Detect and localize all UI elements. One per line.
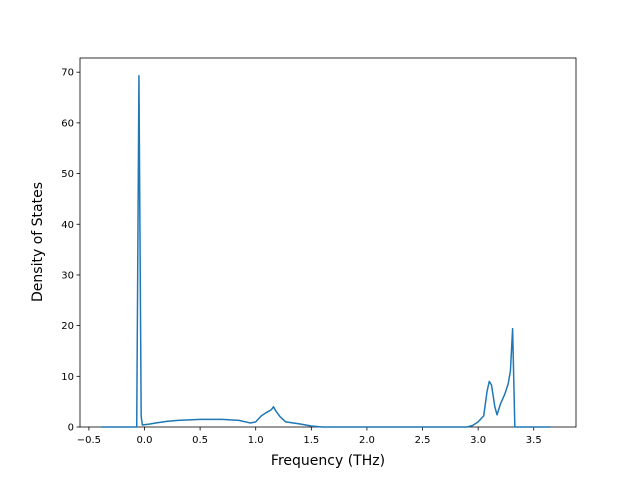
x-tick-label: 0.5 <box>192 435 208 446</box>
x-tick-label: 2.5 <box>415 435 431 446</box>
data-line <box>101 74 551 428</box>
y-axis-label: Density of States <box>30 182 46 302</box>
x-tick-label: −0.5 <box>77 435 101 446</box>
plot-frame <box>79 57 577 428</box>
y-tick-label: 0 <box>68 423 74 434</box>
x-tick-label: 3.0 <box>470 435 486 446</box>
y-tick-label: 40 <box>61 220 74 231</box>
x-tick-label: 0.0 <box>137 435 153 446</box>
x-tick-label: 2.0 <box>359 435 375 446</box>
y-tick-label: 60 <box>61 118 74 129</box>
y-tick-label: 20 <box>61 321 74 332</box>
y-tick-label: 50 <box>61 169 74 180</box>
x-tick-label: 1.5 <box>303 435 319 446</box>
x-axis-label: Frequency (THz) <box>271 453 385 469</box>
y-tick-label: 70 <box>61 68 74 79</box>
x-tick-label: 3.5 <box>526 435 542 446</box>
x-tick-label: 1.0 <box>248 435 264 446</box>
y-tick-label: 10 <box>61 372 74 383</box>
y-tick-label: 30 <box>61 270 74 281</box>
